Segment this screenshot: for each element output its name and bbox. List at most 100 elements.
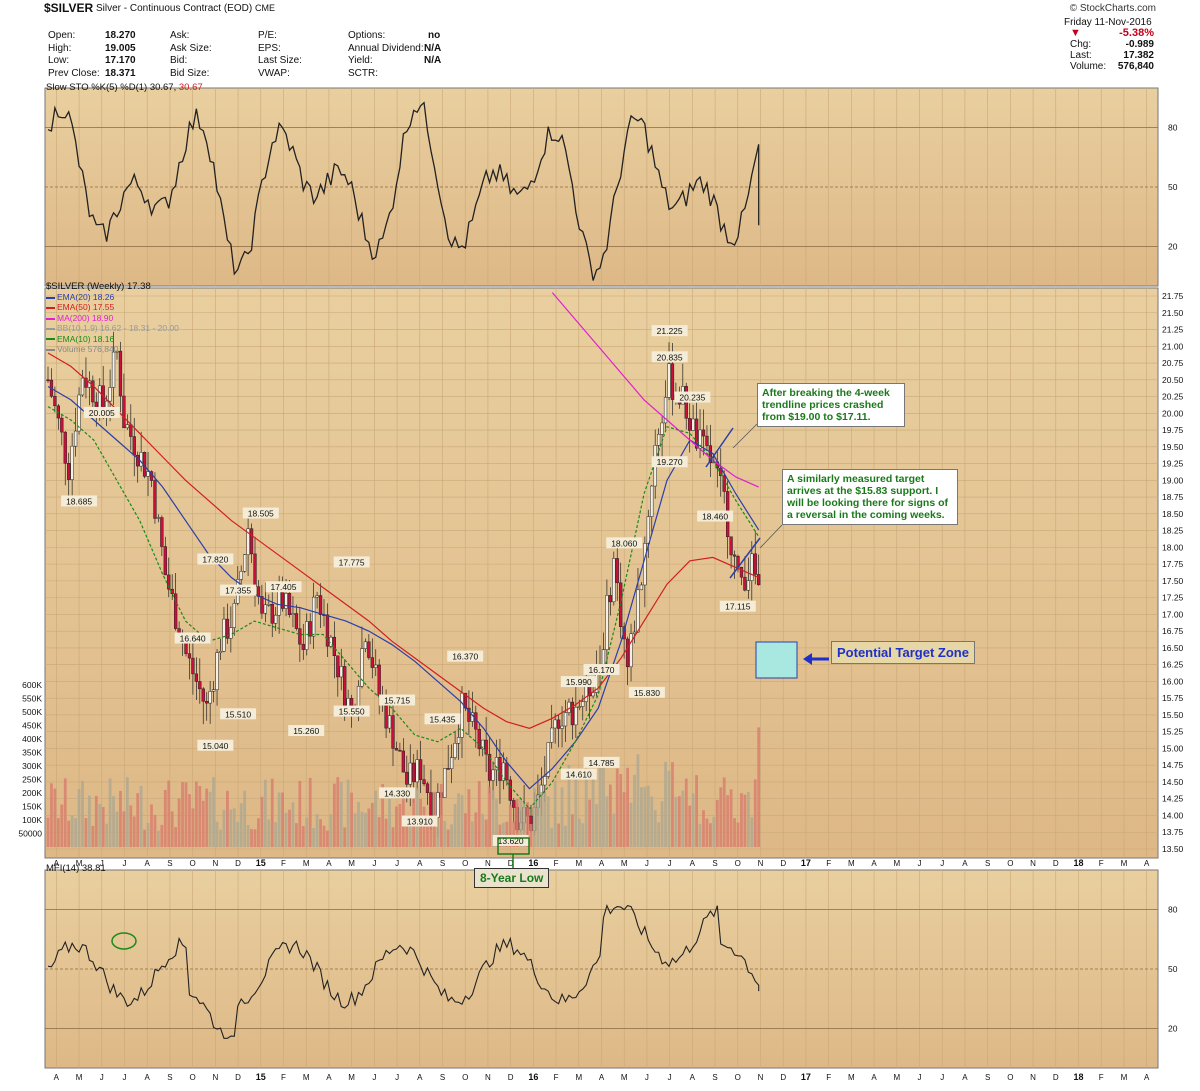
volume-bar (598, 765, 602, 847)
label-yield: Yield: (348, 55, 373, 66)
price-annotation-label: 15.040 (202, 741, 228, 751)
volume-bar (270, 778, 274, 847)
sto-level-label: 20 (1168, 241, 1178, 251)
volume-bar (384, 818, 388, 847)
candle-body (453, 743, 457, 758)
volume-bar (326, 830, 329, 847)
volume-bar (688, 805, 692, 847)
value-volume: 576,840 (1117, 61, 1154, 72)
candle-body (229, 627, 233, 639)
volume-bar (481, 813, 485, 847)
candle-body (360, 648, 364, 687)
candle-body (339, 666, 343, 678)
candle-body (191, 657, 195, 675)
quote-sctr: SCTR: (348, 67, 378, 79)
candle-body (274, 614, 278, 624)
price-tick-label: 14.00 (1162, 810, 1184, 820)
price-annotation-label: 15.435 (430, 714, 456, 724)
month-label: M (76, 1073, 83, 1082)
volume-bar (429, 817, 433, 847)
price-tick-label: 18.75 (1162, 492, 1184, 502)
candle-body (187, 653, 192, 659)
month-label: J (395, 859, 399, 868)
legend-swatch (46, 317, 55, 320)
volume-bar (253, 829, 257, 847)
month-label: D (235, 859, 241, 868)
volume-bar (757, 727, 761, 847)
volume-bar (595, 804, 598, 847)
volume-bar (298, 780, 302, 847)
volume-bar (274, 822, 278, 847)
price-annotation-label: 18.685 (66, 496, 92, 506)
legend-item: BB(10,1.9) 16.62 - 18.31 - 20.00 (46, 323, 179, 333)
volume-tick-label: 250K (22, 775, 42, 785)
quote-low: Low: 17.170 (48, 55, 136, 68)
legend-swatch (46, 307, 55, 310)
volume-bar (222, 809, 226, 847)
month-label: O (1007, 859, 1013, 868)
volume-bar (502, 822, 505, 847)
candle-body (636, 589, 640, 633)
month-label: M (348, 859, 355, 868)
volume-bar (236, 821, 240, 847)
summary-pct-row: ▼ -5.38% (1064, 28, 1158, 39)
price-tick-label: 19.00 (1162, 475, 1184, 485)
candle-body (508, 779, 512, 801)
candle-body (129, 424, 133, 437)
mfi-highlight-ellipse (111, 932, 137, 950)
price-annotation-label: 20.005 (89, 408, 115, 418)
trendline-upper (705, 427, 734, 468)
month-label: 16 (528, 858, 538, 868)
price-annotation: 21.225 (651, 325, 688, 337)
volume-tick-label: 350K (22, 748, 42, 758)
candle-body (615, 558, 619, 584)
value-chg: -0.989 (1125, 39, 1154, 50)
volume-bar (84, 818, 88, 847)
volume-bar (239, 803, 243, 847)
volume-bar (101, 807, 105, 847)
month-label: A (599, 859, 605, 868)
value-options: no (428, 30, 441, 41)
volume-bar (726, 795, 730, 847)
volume-bar (477, 780, 481, 847)
month-label: A (962, 1073, 968, 1082)
price-annotation-label: 17.355 (225, 586, 251, 596)
price-annotation-bg (197, 553, 234, 565)
price-annotation-bg (379, 787, 416, 799)
price-tick-label: 14.50 (1162, 777, 1184, 787)
trendline-lower (729, 537, 761, 579)
volume-bar (353, 813, 357, 847)
month-label: F (1099, 1073, 1104, 1082)
volume-bar (753, 779, 757, 847)
volume-bar (608, 784, 612, 847)
candle-body (443, 768, 447, 798)
volume-bar (750, 817, 754, 847)
candle-body (705, 435, 709, 446)
price-tick-label: 20.50 (1162, 375, 1184, 385)
month-label: J (372, 1073, 376, 1082)
month-label: A (1144, 1073, 1150, 1082)
month-label: F (826, 1073, 831, 1082)
price-tick-label: 15.00 (1162, 743, 1184, 753)
price-annotation-label: 20.835 (657, 352, 683, 362)
candle-body (450, 757, 454, 769)
candle-body (660, 422, 664, 435)
volume-bar (398, 803, 402, 847)
price-annotation: 15.550 (333, 705, 370, 717)
candle-body (708, 445, 713, 463)
month-label: J (668, 859, 672, 868)
down-arrow-icon: ▼ (1070, 27, 1081, 39)
legend-label: Volume 576,840 (57, 344, 119, 355)
price-tick-label: 17.00 (1162, 609, 1184, 619)
candle-body (146, 471, 150, 477)
month-label: N (212, 1073, 218, 1082)
volume-bar (450, 824, 454, 847)
month-label: O (735, 1073, 741, 1082)
month-label: J (918, 1073, 922, 1082)
candle-body (263, 604, 268, 614)
volume-bar (374, 790, 378, 847)
month-label: A (871, 1073, 877, 1082)
candle-body (691, 418, 695, 431)
sto-title-text: Slow STO %K(5) %D(1) 30.67, (46, 82, 177, 93)
candle-body (484, 739, 488, 755)
